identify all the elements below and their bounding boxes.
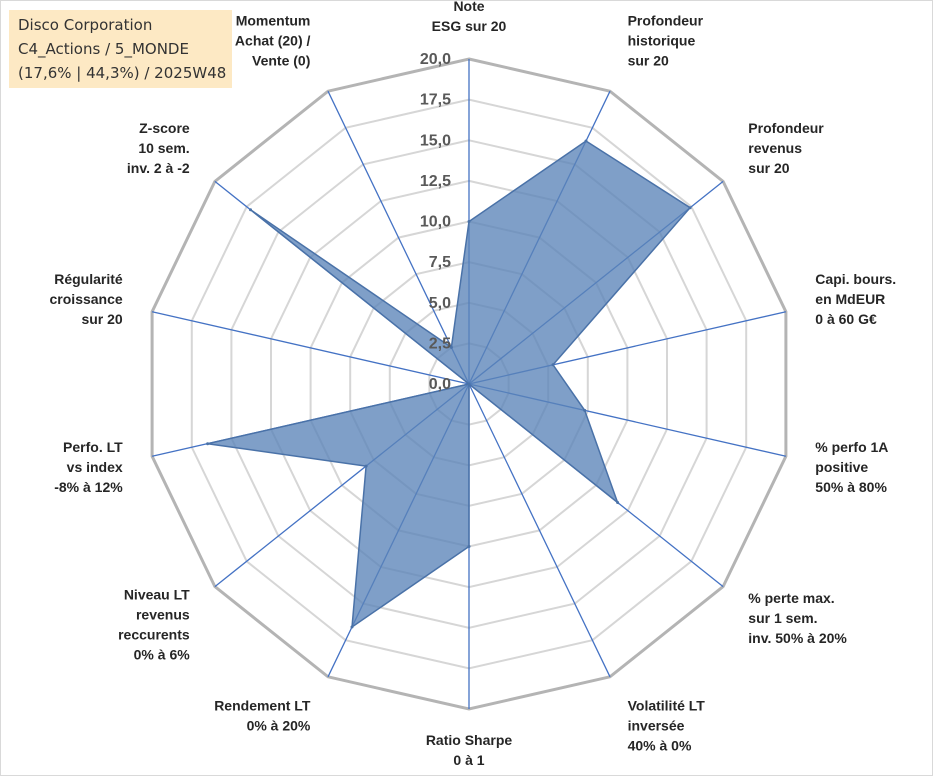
- axis-labels: Note ESG sur 20 Profondeur historique sur 20…: [50, 0, 897, 768]
- axis-label: Rendement LT 0% à 20%: [214, 698, 311, 734]
- axis-label: Régularité croissance sur 20: [50, 271, 123, 327]
- tick-label: 2,5: [429, 335, 451, 352]
- tick-label: 0,0: [429, 376, 451, 393]
- data-point: [616, 501, 620, 504]
- axis-label: Profondeur historique sur 20: [628, 12, 704, 68]
- data-series: [206, 139, 692, 629]
- data-point: [364, 464, 368, 468]
- tick-label: 5,0: [429, 295, 451, 312]
- tick-label: 7,5: [429, 254, 451, 271]
- company-name: Disco Corporation: [18, 16, 153, 34]
- data-point: [467, 220, 471, 223]
- axis-label: Note ESG sur 20: [432, 0, 507, 34]
- axis-label: % perfo 1A positive 50% à 80%: [815, 439, 888, 495]
- tick-label: 12,5: [420, 173, 451, 190]
- info-box: Disco Corporation C4_Actions / 5_MONDE (…: [9, 10, 232, 88]
- tick-label: 15,0: [420, 132, 451, 149]
- data-point: [551, 363, 555, 367]
- data-point: [688, 206, 692, 210]
- axis-spoke: [468, 383, 611, 678]
- axis-spoke: [327, 90, 470, 385]
- axis-label: Volatilité LT inversée 40% à 0%: [628, 698, 706, 754]
- axis-label: Momentum Achat (20) / Vente (0): [235, 12, 311, 68]
- axis-spoke: [151, 311, 470, 385]
- data-point: [206, 442, 210, 446]
- axis-label: Z-score 10 sem. inv. 2 à -2: [127, 120, 190, 176]
- axis-label: Ratio Sharpe 0 à 1: [426, 732, 513, 768]
- axis-label: Profondeur revenus sur 20: [748, 120, 824, 176]
- tick-label: 20,0: [420, 51, 451, 68]
- data-point: [583, 408, 587, 412]
- axis-label: Perfo. LT vs index -8% à 12%: [54, 439, 123, 495]
- data-point: [467, 382, 471, 386]
- data-point: [249, 208, 252, 212]
- axis-label: Capi. bours. en MdEUR 0 à 60 G€: [815, 271, 896, 327]
- radial-tick-labels: 0,0 2,5 5,0 7,5 10,0 12,5 15,0 17,5 20,0: [420, 51, 451, 393]
- axis-label: Niveau LT revenus reccurents 0% à 6%: [118, 586, 190, 662]
- data-point: [467, 545, 471, 548]
- data-point: [449, 345, 453, 349]
- tick-label: 10,0: [420, 214, 451, 231]
- tick-label: 17,5: [420, 92, 451, 109]
- data-point: [350, 625, 354, 629]
- performance-stats: (17,6% | 44,3%) / 2025W48: [18, 64, 227, 82]
- data-point: [584, 139, 588, 143]
- portfolio-name: C4_Actions / 5_MONDE: [18, 40, 189, 58]
- axis-label: % perte max. sur 1 sem. inv. 50% à 20%: [748, 590, 847, 646]
